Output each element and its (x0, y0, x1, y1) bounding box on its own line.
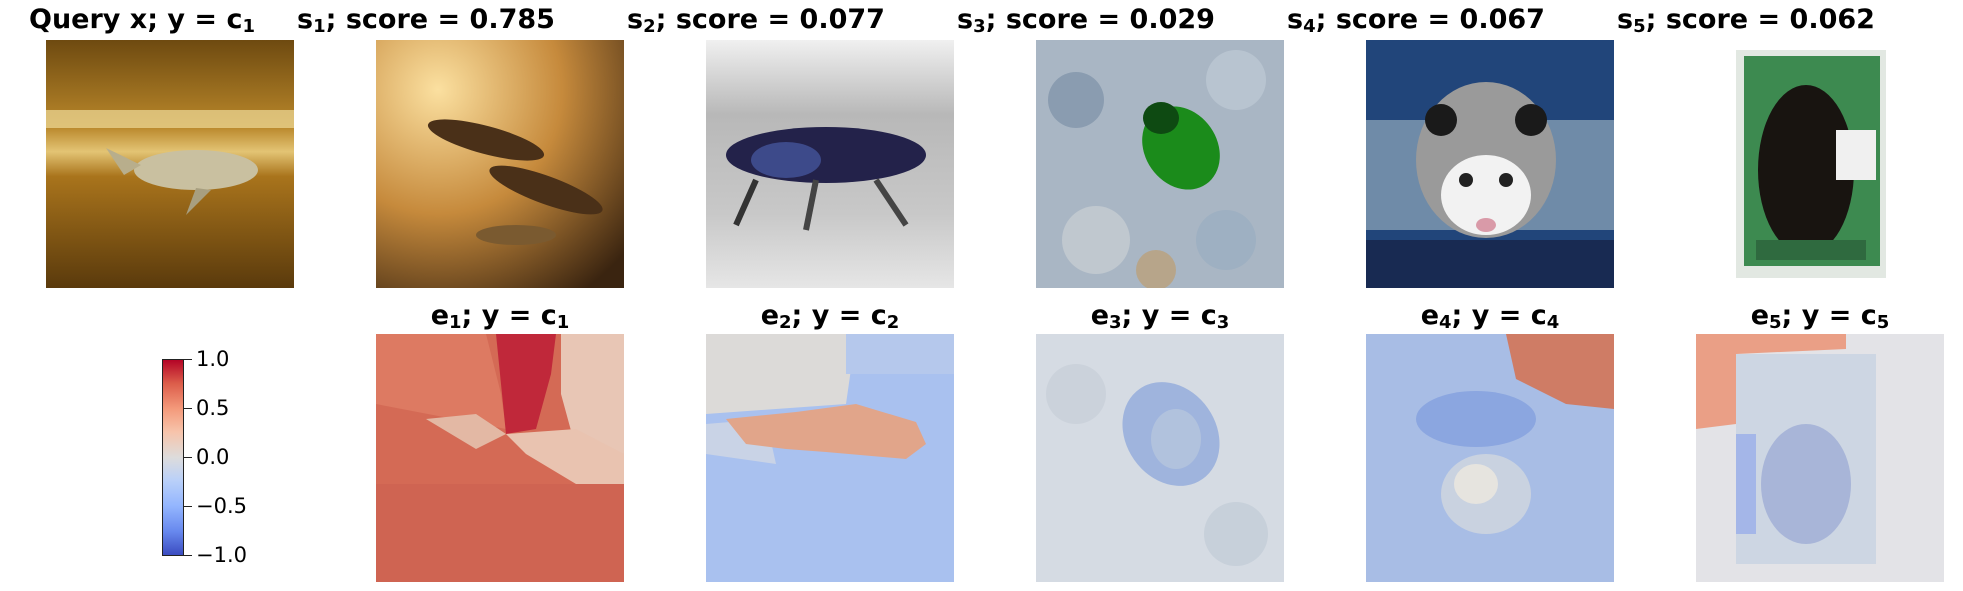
title-s2: s2; score = 0.077 (627, 4, 885, 37)
title-s5: s5; score = 0.062 (1617, 4, 1875, 37)
colorbar-tick-label: −0.5 (196, 494, 247, 518)
s5-image (1696, 40, 1944, 288)
colorbar (162, 359, 184, 556)
title-s3: s3; score = 0.029 (957, 4, 1215, 37)
e5-heatmap (1696, 334, 1944, 582)
colorbar-tick (184, 506, 192, 507)
colorbar-tick-label: −1.0 (196, 543, 247, 567)
colorbar-tick (184, 457, 192, 458)
query-image (46, 40, 294, 288)
title-s4: s4; score = 0.067 (1287, 4, 1545, 37)
s4-image (1366, 40, 1614, 288)
e1-heatmap (376, 334, 624, 582)
colorbar-tick (184, 359, 192, 360)
colorbar-tick-label: 0.0 (196, 445, 230, 469)
s3-image (1036, 40, 1284, 288)
s1-image (376, 40, 624, 288)
colorbar-tick-label: 0.5 (196, 396, 230, 420)
title-e3: e3; y = c3 (1090, 300, 1230, 333)
title-e1: e1; y = c1 (430, 300, 570, 333)
colorbar-tick (184, 408, 192, 409)
title-e2: e2; y = c2 (760, 300, 900, 333)
e2-heatmap (706, 334, 954, 582)
colorbar-tick-label: 1.0 (196, 347, 230, 371)
title-query: Query x; y = c1 (29, 4, 255, 37)
e4-heatmap (1366, 334, 1614, 582)
colorbar-tick (184, 555, 192, 556)
title-e4: e4; y = c4 (1420, 300, 1560, 333)
title-e5: e5; y = c5 (1750, 300, 1890, 333)
s2-image (706, 40, 954, 288)
title-s1: s1; score = 0.785 (297, 4, 555, 37)
e3-heatmap (1036, 334, 1284, 582)
